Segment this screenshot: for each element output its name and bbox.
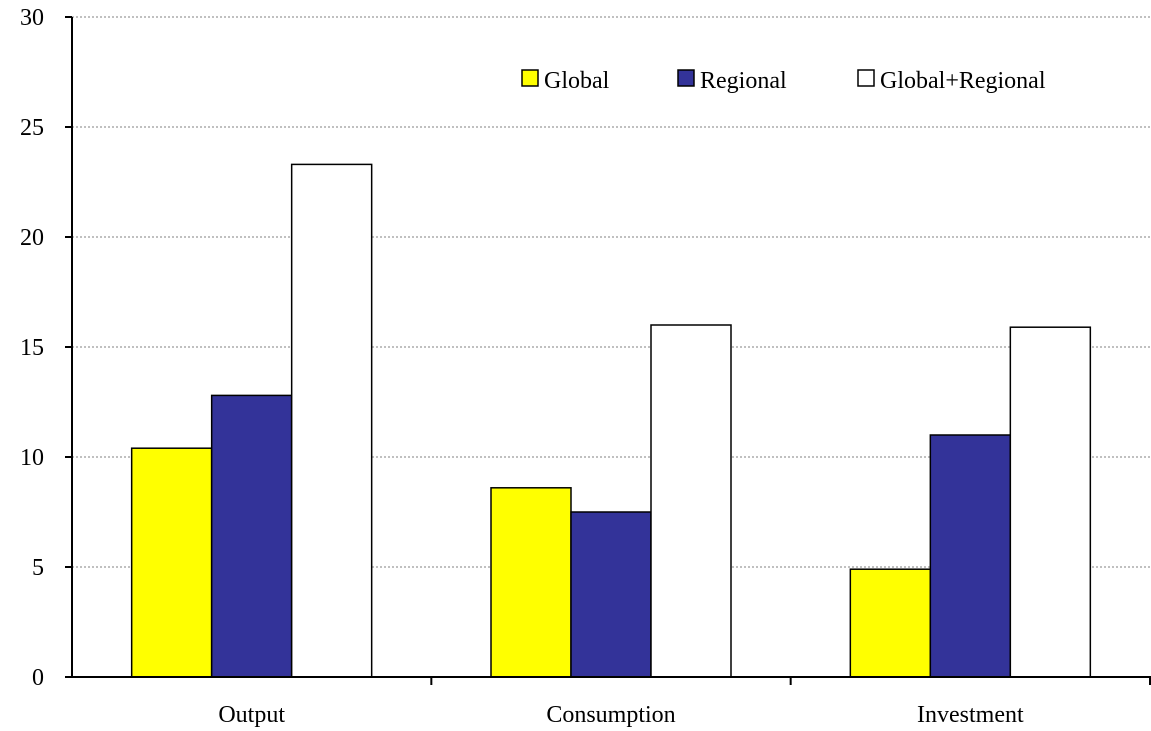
y-tick-label: 25 <box>20 115 44 141</box>
bar-global-consumption <box>490 487 572 678</box>
bars <box>130 163 1092 678</box>
x-category-label: Consumption <box>546 702 675 728</box>
y-tick-label: 30 <box>20 5 44 31</box>
legend-swatch <box>677 69 695 87</box>
legend: Global Regional Global+Regional <box>521 68 1046 94</box>
bar-global-investment <box>849 568 932 678</box>
y-tick-label: 15 <box>20 335 44 361</box>
bar-global-regional-consumption <box>650 324 732 678</box>
bar-global-regional-output <box>290 163 373 678</box>
legend-label: Regional <box>700 68 787 94</box>
legend-swatch <box>521 69 539 87</box>
x-category-label: Output <box>218 702 285 728</box>
legend-label: Global+Regional <box>880 68 1046 94</box>
y-tick-label: 0 <box>32 665 44 691</box>
bar-global-output <box>130 447 213 678</box>
y-axis-ticks: 0 5 10 15 20 25 30 <box>20 5 72 691</box>
y-tick-label: 5 <box>32 555 44 581</box>
bar-regional-output <box>210 394 293 678</box>
y-tick-label: 20 <box>20 225 44 251</box>
y-tick-label: 10 <box>20 445 44 471</box>
bar-regional-consumption <box>570 511 652 678</box>
bar-global-regional-investment <box>1009 326 1092 678</box>
x-category-label: Investment <box>917 702 1024 728</box>
bar-regional-investment <box>929 434 1012 678</box>
legend-label: Global <box>544 68 610 94</box>
x-axis-categories: Output Consumption Investment <box>218 677 1151 728</box>
legend-swatch <box>857 69 875 87</box>
